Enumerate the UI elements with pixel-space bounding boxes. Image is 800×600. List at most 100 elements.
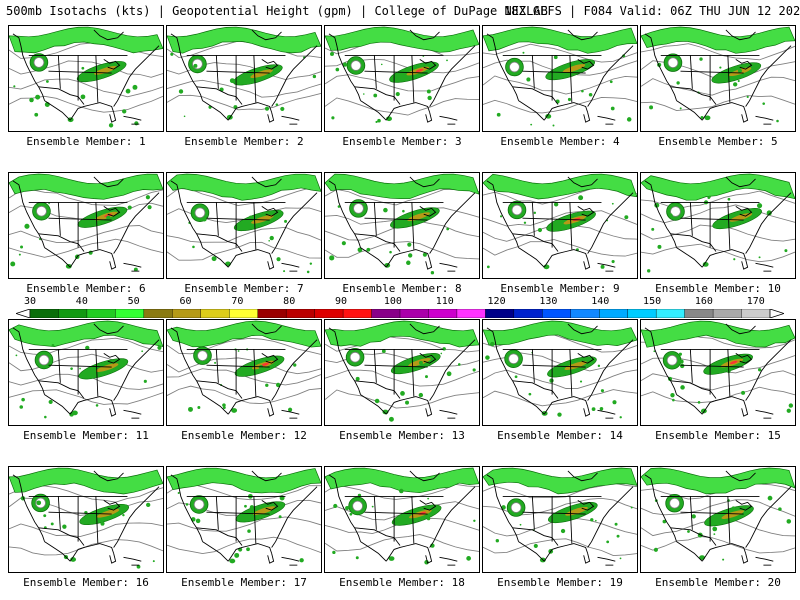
cutoff-low-center	[36, 205, 47, 217]
isotach-speckle	[29, 97, 34, 103]
coastline-border	[206, 511, 270, 515]
ensemble-member-map[interactable]	[166, 319, 322, 426]
isotach-speckle	[424, 560, 429, 565]
coastline-border	[727, 496, 731, 544]
isotach-speckle	[309, 262, 313, 265]
coastline-border	[701, 396, 747, 415]
isotach-speckle	[10, 261, 16, 267]
height-contour	[325, 241, 479, 260]
isotach-speckle	[442, 347, 446, 351]
coastline-border	[281, 262, 300, 268]
coastline-border	[543, 249, 589, 268]
isotach-speckle	[331, 116, 335, 120]
coastline-border	[360, 247, 387, 268]
ensemble-member-map[interactable]	[640, 25, 796, 132]
coastline-border	[206, 364, 270, 368]
isotach-speckle	[246, 547, 250, 552]
coastline-border	[12, 180, 45, 248]
coastline-border	[215, 55, 219, 89]
ensemble-member-map[interactable]	[482, 319, 638, 426]
isotach-speckle	[19, 405, 24, 409]
isotach-speckle	[499, 215, 503, 218]
isotach-speckle	[762, 102, 765, 105]
coastline-border	[206, 217, 270, 221]
coastline-border	[587, 192, 634, 254]
coastline-border	[569, 55, 573, 103]
map-canvas	[167, 467, 321, 566]
coastline-border	[429, 192, 476, 254]
coastline-border	[670, 380, 717, 399]
colorbar-swatch	[741, 309, 771, 318]
ensemble-member-label: Ensemble Member: 14	[497, 429, 623, 442]
ensemble-member-map[interactable]	[324, 319, 480, 426]
coastline-border	[196, 233, 243, 252]
coastline-border	[725, 176, 756, 188]
ensemble-member-map[interactable]	[8, 466, 164, 573]
coastline-border	[425, 112, 433, 123]
isotach-speckle	[377, 118, 381, 123]
isotach-speckle	[399, 488, 404, 494]
ensemble-member-map[interactable]	[8, 172, 164, 279]
coastline-border	[113, 45, 160, 107]
coastline-border	[439, 556, 458, 562]
coastline-border	[725, 323, 756, 335]
height-contour	[9, 522, 163, 538]
isotach-speckle	[719, 66, 722, 69]
ensemble-member-map[interactable]	[482, 25, 638, 132]
colorbar-tick-label: 160	[694, 296, 713, 307]
map-canvas	[483, 467, 637, 566]
ensemble-member-map[interactable]	[166, 172, 322, 279]
isotach-jet-band	[325, 320, 479, 348]
ensemble-member-map[interactable]	[640, 172, 796, 279]
colorbar-tick-label: 100	[383, 296, 402, 307]
coastline-border	[12, 33, 45, 101]
height-contour	[9, 353, 163, 373]
colorbar-swatch	[399, 309, 429, 318]
isotach-speckle	[786, 519, 792, 524]
isotach-speckle	[611, 202, 614, 205]
coastline-border	[271, 192, 318, 254]
isotach-speckle	[526, 77, 531, 82]
ensemble-member-map[interactable]	[8, 25, 164, 132]
coastline-border	[373, 202, 377, 236]
isotach-speckle	[157, 345, 162, 350]
colorbar-right-arrow	[769, 309, 784, 318]
coastline-border	[409, 470, 440, 482]
isotach-jet-band	[167, 320, 321, 348]
ensemble-member-label: Ensemble Member: 17	[181, 576, 307, 589]
cutoff-low-center	[33, 57, 45, 68]
coastline-border	[567, 29, 598, 41]
isotach-speckle	[134, 121, 139, 126]
isotach-speckle	[265, 383, 269, 387]
isotach-speckle	[268, 240, 270, 242]
coastline-border	[512, 527, 559, 546]
page-header: 500mb Isotachs (kts) | Geopotential Heig…	[0, 0, 800, 22]
ensemble-member-map[interactable]	[482, 172, 638, 279]
height-contour	[167, 337, 321, 355]
isotach-speckle	[758, 256, 761, 259]
isotach-speckle	[345, 505, 350, 511]
ensemble-member-map[interactable]	[8, 319, 164, 426]
coastline-border	[57, 349, 61, 383]
ensemble-member-map[interactable]	[640, 466, 796, 573]
isotach-speckle	[670, 393, 675, 398]
isotach-speckle	[407, 242, 412, 247]
ensemble-member-map[interactable]	[324, 25, 480, 132]
coastline-border	[531, 202, 535, 236]
coastline-border	[360, 541, 387, 562]
ensemble-member-map[interactable]	[640, 319, 796, 426]
isotach-blob	[231, 408, 238, 413]
coastline-border	[93, 323, 124, 335]
ensemble-member-map[interactable]	[324, 466, 480, 573]
coastline-border	[518, 247, 545, 268]
height-contour	[9, 238, 163, 258]
coastline-border	[569, 202, 573, 250]
ensemble-member-map[interactable]	[324, 172, 480, 279]
ensemble-member-map[interactable]	[166, 25, 322, 132]
isotach-speckle	[132, 84, 138, 90]
ensemble-member-map[interactable]	[482, 466, 638, 573]
isotach-speckle	[127, 205, 132, 210]
isotach-speckle	[275, 382, 281, 388]
ensemble-member-map[interactable]	[166, 466, 322, 573]
map-canvas	[167, 26, 321, 125]
